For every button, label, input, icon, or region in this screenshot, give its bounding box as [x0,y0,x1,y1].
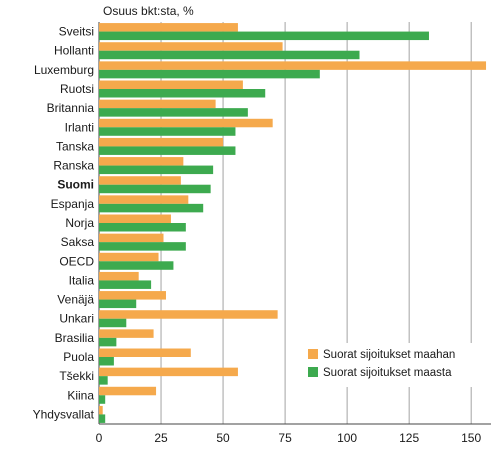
bar-britannia-series-2 [99,108,248,117]
category-label: Tanska [56,139,94,153]
bar-puola-series-2 [99,357,114,366]
bar-britannia-series-1 [99,99,216,109]
bar-italia-series-2 [99,280,152,289]
category-label: Yhdysvallat [33,407,95,421]
category-label: Luxemburg [34,63,94,77]
bar-saksa-series-1 [99,233,164,243]
bar-unkari-series-2 [99,318,127,328]
x-tick-label: 125 [399,431,419,445]
category-label: Kiina [67,388,94,402]
bar-norja-series-2 [99,223,186,232]
legend-swatch-2 [308,367,318,377]
bar-norja-series-1 [99,214,171,223]
bars [99,23,487,423]
bar-ranska-series-2 [99,165,214,175]
bar-irlanti-series-2 [99,127,236,136]
bar-venäjä-series-2 [99,299,137,309]
bar-sveitsi-series-2 [99,31,429,41]
legend-label-1: Suorat sijoitukset maahan [323,349,455,361]
bar-suomi-series-2 [99,184,211,194]
bar-tanska-series-1 [99,137,224,147]
bar-ruotsi-series-2 [99,89,266,98]
legend-label-2: Suorat sijoitukset maasta [323,367,452,379]
category-label: Italia [69,273,95,287]
bar-venäjä-series-1 [99,291,166,300]
legend: Suorat sijoitukset maahan Suorat sijoituk… [303,343,486,387]
bar-italia-series-1 [99,271,139,281]
bar-kiina-series-1 [99,386,157,396]
bar-oecd-series-1 [99,252,159,262]
bar-brasilia-series-1 [99,329,154,338]
bar-kiina-series-2 [99,395,106,404]
category-label: Ranska [53,159,94,173]
category-label: Puola [63,350,94,364]
category-label: Saksa [61,235,95,249]
bar-sveitsi-series-1 [99,23,238,32]
bar-tšekki-series-1 [99,367,238,377]
category-label: Irlanti [65,120,94,134]
bar-ruotsi-series-1 [99,80,243,89]
x-tick-label: 50 [216,431,230,445]
legend-swatch-1 [308,349,318,359]
legend-background [303,343,486,387]
x-tick-label: 150 [461,431,481,445]
category-label: Hollanti [54,44,94,58]
bar-puola-series-1 [99,348,191,357]
bar-hollanti-series-1 [99,42,283,51]
category-label: Norja [65,216,94,230]
category-label: Tšekki [59,369,94,383]
bar-luxemburg-series-1 [99,61,487,70]
bar-irlanti-series-1 [99,118,273,128]
bar-espanja-series-1 [99,195,189,204]
bar-unkari-series-1 [99,310,278,319]
category-label: Espanja [51,197,95,211]
category-label: Sveitsi [59,25,94,39]
y-axis-label: Osuus bkt:sta, % [103,4,194,18]
bar-yhdysvallat-series-1 [99,405,103,415]
bar-ranska-series-1 [99,157,184,166]
x-tick-label: 75 [278,431,292,445]
bar-hollanti-series-2 [99,50,360,60]
category-labels: Sveitsi Hollanti Luxemburg Ruotsi Britannia I… [33,25,95,422]
bar-espanja-series-2 [99,203,204,213]
category-label: Britannia [47,101,95,115]
bar-tanska-series-2 [99,146,236,155]
x-axis-ticks: 0 25 50 75 100 125 150 [96,431,482,445]
x-tick-label: 25 [154,431,168,445]
bar-brasilia-series-2 [99,337,117,347]
bar-yhdysvallat-series-2 [99,414,106,423]
bar-oecd-series-2 [99,261,174,270]
category-label: Brasilia [55,331,95,345]
category-label: Ruotsi [60,82,94,96]
category-label: OECD [59,254,94,268]
bar-suomi-series-1 [99,176,181,185]
category-label: Suomi [57,178,94,192]
x-tick-label: 100 [337,431,357,445]
category-label: Venäjä [57,293,94,307]
bar-luxemburg-series-2 [99,69,320,79]
bar-tšekki-series-2 [99,376,108,385]
category-label: Unkari [59,312,94,326]
x-tick-label: 0 [96,431,103,445]
bar-saksa-series-2 [99,242,186,251]
